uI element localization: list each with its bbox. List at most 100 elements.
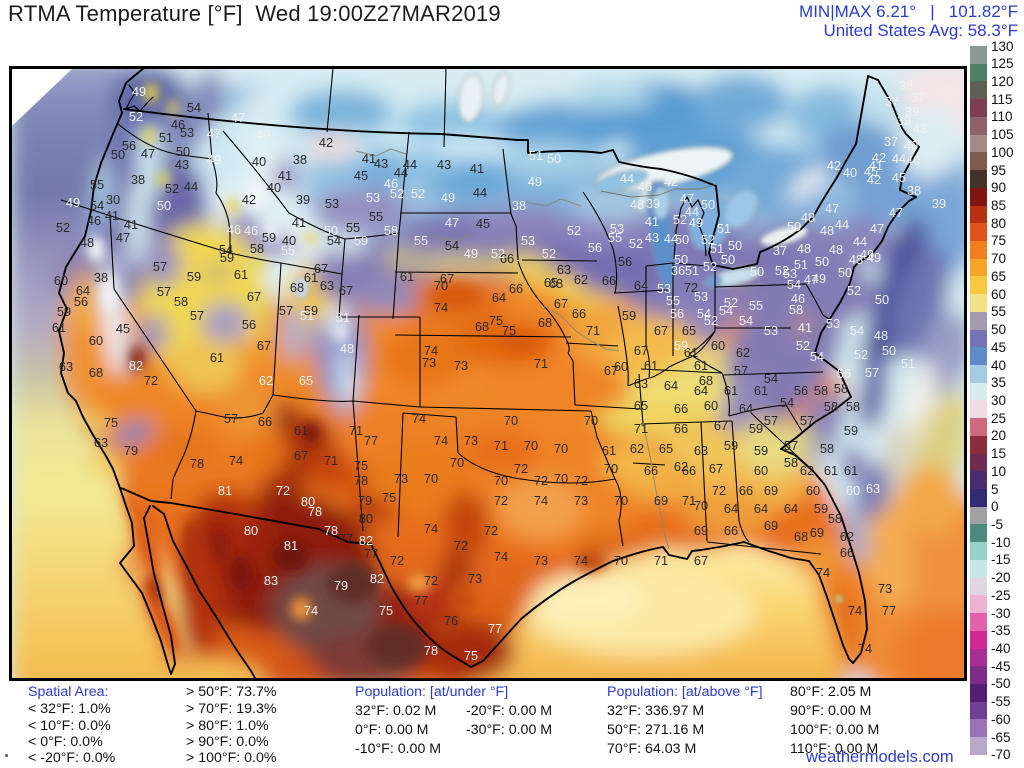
svg-text:52: 52 [704,313,718,328]
svg-text:62: 62 [574,272,588,287]
svg-text:61: 61 [694,358,708,373]
svg-text:57: 57 [734,363,748,378]
svg-text:41: 41 [798,320,812,335]
svg-text:55: 55 [369,209,383,224]
svg-text:62: 62 [674,459,688,474]
svg-text:78: 78 [190,456,204,471]
svg-text:44: 44 [853,234,867,249]
svg-text:69: 69 [694,523,708,538]
svg-text:66: 66 [674,421,688,436]
svg-text:50: 50 [701,197,715,212]
svg-text:67: 67 [634,343,648,358]
svg-text:30: 30 [106,192,120,207]
svg-text:75: 75 [104,415,118,430]
svg-text:49: 49 [256,127,270,142]
svg-text:73: 73 [468,571,482,586]
svg-text:61: 61 [234,267,248,282]
svg-text:52: 52 [724,295,738,310]
svg-text:72: 72 [484,523,498,538]
svg-text:54: 54 [90,198,104,213]
svg-text:40: 40 [904,138,918,153]
svg-text:65: 65 [634,398,648,413]
svg-text:43: 43 [913,121,927,136]
svg-text:60: 60 [704,398,718,413]
svg-text:77: 77 [882,603,896,618]
svg-text:70: 70 [604,461,618,476]
svg-text:77: 77 [414,593,428,608]
svg-text:41: 41 [470,161,484,176]
svg-text:54: 54 [739,313,753,328]
svg-text:65: 65 [299,373,313,388]
svg-text:55: 55 [281,243,295,258]
svg-text:53: 53 [366,190,380,205]
svg-text:43: 43 [437,157,451,172]
svg-text:52: 52 [165,181,179,196]
svg-text:41: 41 [869,158,883,173]
svg-text:48: 48 [340,341,354,356]
svg-text:70: 70 [434,278,448,293]
svg-text:67: 67 [440,271,454,286]
svg-text:51: 51 [529,148,543,163]
svg-text:52: 52 [390,186,404,201]
svg-text:38: 38 [131,172,145,187]
svg-text:63: 63 [866,481,880,496]
svg-text:61: 61 [844,463,858,478]
svg-text:43: 43 [175,157,189,172]
svg-text:66: 66 [644,463,658,478]
svg-text:70: 70 [694,498,708,513]
svg-text:47: 47 [804,272,818,287]
svg-text:37: 37 [884,134,898,149]
svg-text:58: 58 [820,441,834,456]
svg-text:65: 65 [544,275,558,290]
svg-text:59: 59 [844,423,858,438]
svg-text:78: 78 [354,473,368,488]
svg-text:42: 42 [319,135,333,150]
svg-text:74: 74 [494,549,508,564]
svg-text:50: 50 [815,254,829,269]
svg-text:41: 41 [645,214,659,229]
svg-text:59: 59 [354,233,368,248]
svg-text:40: 40 [282,233,296,248]
svg-text:54: 54 [219,242,233,257]
svg-text:57: 57 [153,259,167,274]
svg-text:48: 48 [874,328,888,343]
svg-text:67: 67 [294,448,308,463]
svg-text:66: 66 [509,281,523,296]
svg-text:72: 72 [144,373,158,388]
svg-text:50: 50 [728,238,742,253]
svg-text:48: 48 [797,241,811,256]
svg-text:46: 46 [791,291,805,306]
svg-text:62: 62 [630,441,644,456]
svg-text:51: 51 [710,241,724,256]
svg-text:65: 65 [659,441,673,456]
svg-text:49: 49 [207,152,221,167]
svg-text:56: 56 [794,383,808,398]
svg-text:37: 37 [911,90,925,105]
svg-text:76: 76 [444,613,458,628]
svg-text:72: 72 [276,483,290,498]
svg-text:70: 70 [614,493,628,508]
svg-text:59: 59 [724,438,738,453]
svg-text:54: 54 [327,233,341,248]
svg-text:74: 74 [534,493,548,508]
svg-text:38: 38 [293,152,307,167]
svg-text:56: 56 [122,138,136,153]
svg-text:74: 74 [858,641,872,656]
svg-text:43: 43 [645,230,659,245]
svg-text:39: 39 [897,113,911,128]
svg-text:39: 39 [296,192,310,207]
svg-text:70: 70 [554,441,568,456]
svg-text:52: 52 [567,223,581,238]
svg-text:50: 50 [882,343,896,358]
svg-text:62: 62 [259,373,273,388]
svg-text:74: 74 [434,300,448,315]
svg-text:45: 45 [354,168,368,183]
svg-text:52: 52 [491,246,505,261]
svg-text:62: 62 [736,345,750,360]
svg-text:55: 55 [666,293,680,308]
svg-text:72: 72 [574,473,588,488]
svg-text:60: 60 [54,273,68,288]
svg-text:57: 57 [764,413,778,428]
svg-text:58: 58 [814,383,828,398]
svg-text:73: 73 [574,493,588,508]
